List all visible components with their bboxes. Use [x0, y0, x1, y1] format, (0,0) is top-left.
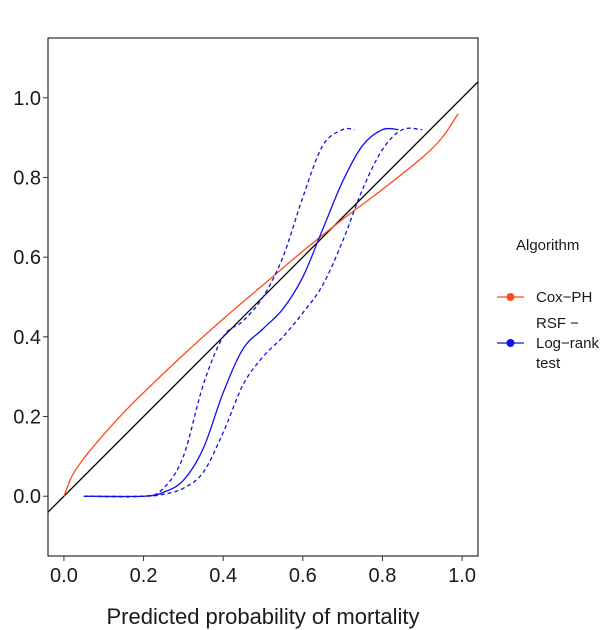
x-tick-label: 0.8: [369, 565, 397, 587]
y-tick-label: 1.0: [13, 88, 41, 110]
legend-entry-label: Log−rank: [536, 335, 599, 352]
legend-entry-label: test: [536, 355, 561, 372]
legend-entry-label: RSF −: [536, 315, 579, 332]
x-tick-label: 0.0: [50, 565, 78, 587]
y-tick-label: 0.0: [13, 486, 41, 508]
series-line-1: [83, 127, 399, 498]
series-line-0: [63, 113, 459, 497]
series-line-3: [83, 127, 423, 498]
y-tick-label: 0.4: [13, 327, 41, 349]
x-axis-title: Predicted probability of mortality: [106, 604, 419, 629]
panel-border: [47, 37, 479, 557]
axes: 0.0 0.2 0.4 0.6 0.8 1.0 0.0 0.2 0.4 0.6 0.8 1.0: [13, 37, 479, 587]
legend-key-dot: [506, 339, 515, 347]
legend: Algorithm Cox−PH RSF − Log−rank test: [497, 237, 599, 372]
x-tick-label: 0.4: [209, 565, 237, 587]
x-tick-label: 1.0: [448, 565, 476, 587]
y-tick-label: 0.6: [13, 247, 41, 269]
legend-key-dot: [506, 293, 515, 301]
x-tick-label: 0.6: [289, 565, 317, 587]
plot-area: [48, 81, 478, 513]
legend-title: Algorithm: [516, 237, 579, 254]
legend-entry-label: Cox−PH: [536, 289, 592, 306]
y-tick-label: 0.8: [13, 167, 41, 189]
x-tick-label: 0.2: [130, 565, 158, 587]
y-tick-label: 0.2: [13, 407, 41, 429]
